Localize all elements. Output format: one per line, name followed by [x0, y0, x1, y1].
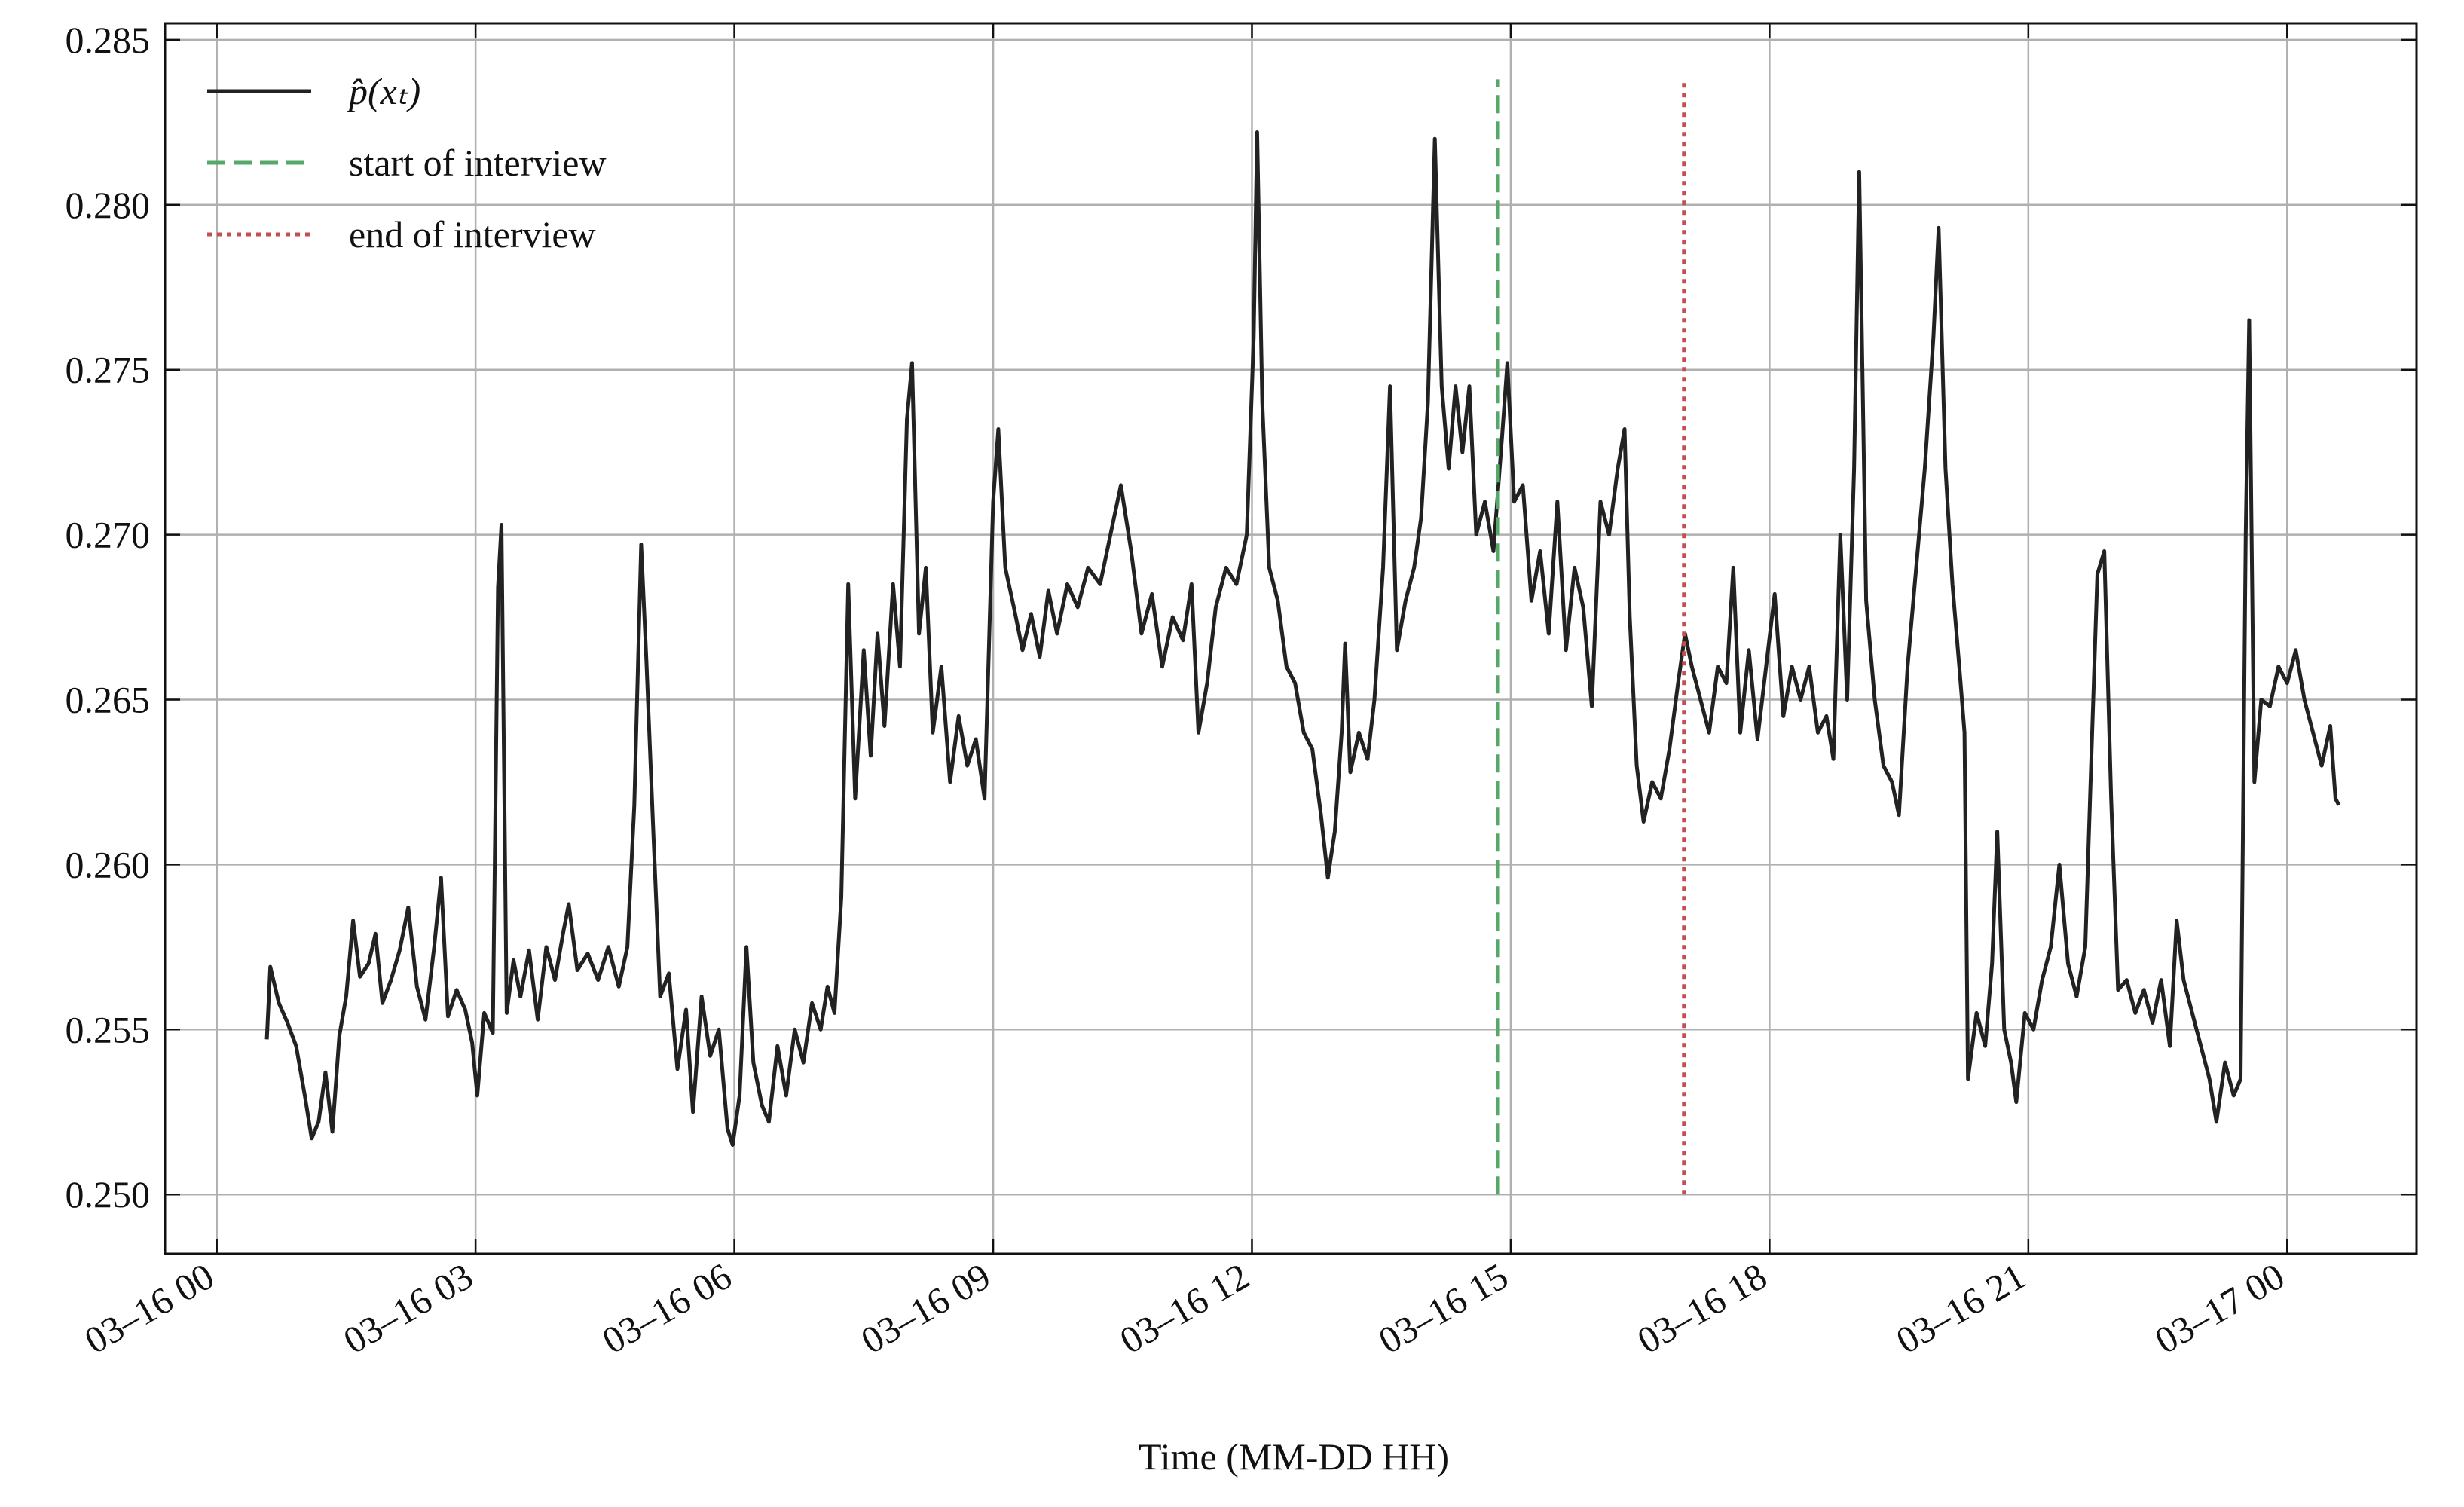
legend: p̂(xₜ) start of interview end of interview [207, 70, 607, 255]
data-line [264, 130, 2341, 1147]
x-tick-label: 03–16 03 [336, 1255, 479, 1362]
y-tick-label: 0.265 [66, 678, 151, 720]
x-tick-label: 03–16 06 [595, 1255, 738, 1362]
y-tick-label: 0.270 [66, 514, 151, 556]
y-tick-label: 0.285 [66, 19, 151, 61]
x-tick-label: 03–16 15 [1371, 1255, 1515, 1362]
y-tick-label: 0.280 [66, 184, 151, 226]
plot-frame [164, 22, 2418, 1255]
y-tick-label: 0.275 [66, 349, 151, 391]
x-tick-label: 03–16 12 [1113, 1255, 1256, 1362]
x-tick-label: 03–16 00 [78, 1255, 221, 1362]
x-tick-label: 03–17 00 [2148, 1255, 2291, 1362]
legend-label: end of interview [349, 213, 596, 255]
y-tick-label: 0.255 [66, 1008, 151, 1050]
legend-label: p̂(xₜ) [347, 70, 420, 112]
y-tick-label: 0.260 [66, 843, 151, 885]
legend-label: start of interview [349, 142, 607, 184]
x-tick-label: 03–16 21 [1889, 1255, 2032, 1362]
y-tick-label: 0.250 [66, 1173, 151, 1215]
x-axis-title: Time (MM-DD HH) [1139, 1435, 1449, 1478]
x-tick-label: 03–16 09 [854, 1255, 997, 1362]
x-tick-label: 03–16 18 [1630, 1255, 1773, 1362]
